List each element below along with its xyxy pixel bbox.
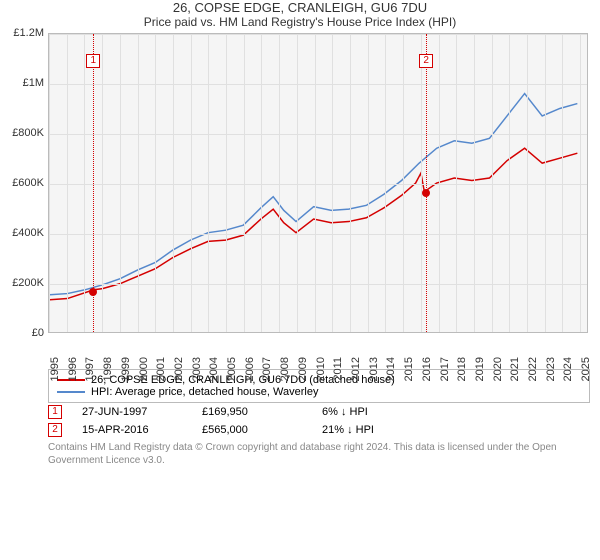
x-tick-label: 2014 [385, 357, 397, 381]
y-tick-label: £200K [12, 277, 44, 289]
x-tick-label: 2023 [545, 357, 557, 381]
page-title: 26, COPSE EDGE, CRANLEIGH, GU6 7DU [0, 0, 600, 15]
x-tick-label: 2011 [332, 357, 344, 381]
x-tick-label: 2004 [208, 357, 220, 381]
transaction-row: 2 15-APR-2016 £565,000 21% ↓ HPI [48, 423, 590, 437]
transactions-table: 1 27-JUN-1997 £169,950 6% ↓ HPI 2 15-APR-2016… [48, 405, 590, 437]
y-tick-label: £0 [32, 327, 44, 339]
x-tick-label: 2022 [527, 357, 539, 381]
y-tick-label: £400K [12, 227, 44, 239]
x-tick-label: 2017 [439, 357, 451, 381]
x-tick-label: 2007 [261, 357, 273, 381]
y-tick-label: £1M [23, 77, 44, 89]
y-tick-label: £1.2M [13, 27, 44, 39]
x-tick-label: 2021 [509, 357, 521, 381]
transaction-num: 1 [48, 405, 62, 419]
x-tick-label: 2016 [421, 357, 433, 381]
transaction-num: 2 [48, 423, 62, 437]
x-tick-label: 2001 [155, 357, 167, 381]
legend-swatch [57, 391, 85, 393]
x-tick-label: 1999 [120, 357, 132, 381]
legend-label: HPI: Average price, detached house, Wave… [91, 386, 318, 398]
y-axis-labels: £0£200K£400K£600K£800K£1M£1.2M [2, 33, 46, 333]
transaction-delta: 6% ↓ HPI [322, 406, 422, 418]
plot-area: 12 [48, 33, 588, 333]
sale-dot [422, 189, 430, 197]
x-tick-label: 2005 [226, 357, 238, 381]
x-tick-label: 2006 [244, 357, 256, 381]
transaction-row: 1 27-JUN-1997 £169,950 6% ↓ HPI [48, 405, 590, 419]
x-tick-label: 2020 [492, 357, 504, 381]
sale-marker: 1 [86, 54, 100, 68]
x-tick-label: 1996 [67, 357, 79, 381]
x-tick-label: 2019 [474, 357, 486, 381]
transaction-price: £565,000 [202, 424, 302, 436]
chart: £0£200K£400K£600K£800K£1M£1.2M 12 [48, 33, 590, 333]
sale-marker: 2 [419, 54, 433, 68]
sale-dot [89, 288, 97, 296]
sale-vline [426, 34, 427, 332]
legend-item: HPI: Average price, detached house, Wave… [57, 386, 581, 398]
transaction-date: 15-APR-2016 [82, 424, 182, 436]
x-tick-label: 1997 [84, 357, 96, 381]
x-tick-label: 2024 [562, 357, 574, 381]
footer-attribution: Contains HM Land Registry data © Crown c… [48, 441, 590, 467]
x-tick-label: 2025 [580, 357, 592, 381]
x-tick-label: 2010 [315, 357, 327, 381]
x-tick-label: 2009 [297, 357, 309, 381]
transaction-delta: 21% ↓ HPI [322, 424, 422, 436]
transaction-price: £169,950 [202, 406, 302, 418]
page-subtitle: Price paid vs. HM Land Registry's House … [0, 15, 600, 29]
x-tick-label: 2012 [350, 357, 362, 381]
y-tick-label: £600K [12, 177, 44, 189]
x-tick-label: 2013 [368, 357, 380, 381]
x-tick-label: 1998 [102, 357, 114, 381]
x-tick-label: 2000 [138, 357, 150, 381]
x-tick-label: 2003 [191, 357, 203, 381]
x-tick-label: 2015 [403, 357, 415, 381]
x-tick-label: 1995 [49, 357, 61, 381]
series-svg [49, 34, 587, 332]
x-axis-labels: 1995199619971998199920002001200220032004… [49, 333, 589, 367]
x-tick-label: 2008 [279, 357, 291, 381]
transaction-date: 27-JUN-1997 [82, 406, 182, 418]
y-tick-label: £800K [12, 127, 44, 139]
x-tick-label: 2002 [173, 357, 185, 381]
x-tick-label: 2018 [456, 357, 468, 381]
